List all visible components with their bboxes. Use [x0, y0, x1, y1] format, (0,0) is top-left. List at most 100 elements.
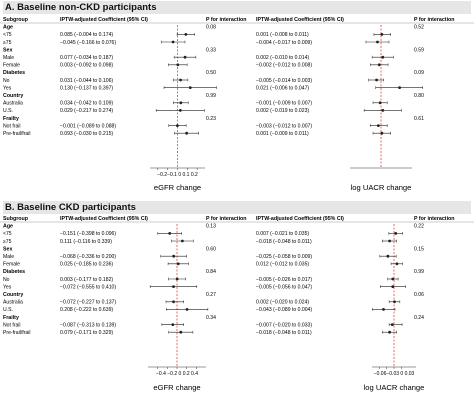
uacr-estimate-text: −0.018 (−0.048 to 0.011) — [256, 239, 312, 245]
subgroup-label: Not frail — [3, 123, 21, 129]
uacr-estimate-text: 0.007 (−0.021 to 0.035) — [256, 231, 309, 237]
subgroup-label: Pre-frail/frail — [3, 131, 30, 137]
egfr-point-marker — [179, 101, 183, 105]
p-value-egfr: 0.13 — [206, 224, 216, 230]
group-label: Age — [3, 25, 13, 31]
uacr-estimate-text: 0.021 (−0.006 to 0.047) — [256, 85, 309, 91]
uacr-point-marker — [377, 63, 381, 67]
uacr-point-marker — [388, 330, 391, 334]
group-label: Frailty — [3, 116, 19, 122]
egfr-estimate-text: −0.087 (−0.313 to 0.139) — [60, 322, 116, 328]
p-value-uacr: 0.80 — [414, 93, 424, 99]
p-value-egfr: 0.50 — [206, 70, 216, 76]
coef-header-egfr: IPTW-adjusted Coefficient (95% CI) — [60, 216, 148, 222]
uacr-point-marker — [391, 277, 395, 281]
egfr-point-marker — [179, 78, 182, 82]
p-value-uacr: 0.09 — [414, 70, 424, 76]
uacr-estimate-text: 0.001 (−0.009 to 0.011) — [256, 131, 309, 137]
uacr-estimate-text: 0.002 (−0.020 to 0.024) — [256, 300, 309, 306]
uacr-estimate-text: −0.043 (−0.089 to 0.004) — [256, 307, 312, 313]
subgroup-label: No — [3, 78, 10, 84]
egfr-estimate-text: −0.072 (−0.227 to 0.137) — [60, 300, 116, 306]
egfr-estimate-text: −0.045 (−0.166 to 0.076) — [60, 40, 116, 46]
egfr-estimate-text: 0.025 (−0.185 to 0.236) — [60, 262, 113, 268]
uacr-estimate-text: −0.005 (−0.026 to 0.017) — [256, 277, 312, 283]
forest-plot-a: Subgroup IPTW-adjusted Coefficient (95% C… — [0, 17, 474, 192]
group-label: Country — [3, 292, 23, 298]
group-label: Country — [3, 93, 23, 99]
egfr-x-axis-label: eGFR change — [153, 383, 200, 392]
uacr-estimate-text: −0.025 (−0.058 to 0.009) — [256, 254, 312, 260]
subgroup-label: <75 — [3, 231, 12, 237]
panel-a: A. Baseline non-CKD participants Subgrou… — [0, 1, 474, 192]
uacr-point-marker — [382, 308, 385, 311]
uacr-estimate-text: 0.002 (−0.019 to 0.023) — [256, 108, 309, 114]
uacr-estimate-text: −0.005 (−0.056 to 0.047) — [256, 284, 312, 290]
subgroup-label: Australia — [3, 101, 23, 107]
uacr-point-marker — [395, 262, 399, 266]
group-label: Diabetes — [3, 269, 25, 275]
coef-header-egfr: IPTW-adjusted Coefficient (95% CI) — [60, 17, 148, 23]
egfr-point-marker — [172, 254, 176, 258]
subgroup-label: Female — [3, 262, 20, 268]
uacr-point-marker — [394, 232, 398, 235]
egfr-point-marker — [185, 308, 189, 311]
p-header-uacr: P for interaction — [414, 216, 455, 222]
uacr-point-marker — [398, 86, 401, 89]
uacr-estimate-text: −0.005 (−0.014 to 0.003) — [256, 78, 312, 84]
subgroup-label: <75 — [3, 32, 12, 38]
uacr-point-marker — [380, 33, 384, 36]
egfr-point-marker — [176, 124, 179, 127]
subgroup-label: ≥75 — [3, 40, 12, 46]
group-label: Sex — [3, 47, 12, 53]
uacr-estimate-text: −0.007 (−0.020 to 0.033) — [256, 322, 312, 328]
egfr-estimate-text: 0.003 (−0.092 to 0.098) — [60, 63, 113, 69]
egfr-estimate-text: 0.085 (−0.004 to 0.174) — [60, 32, 113, 38]
uacr-point-marker — [381, 55, 385, 59]
uacr-estimate-text: 0.002 (−0.010 to 0.014) — [256, 55, 309, 61]
p-value-uacr: 0.06 — [414, 292, 424, 298]
p-value-egfr: 0.23 — [206, 116, 216, 122]
egfr-estimate-text: −0.072 (−0.555 to 0.410) — [60, 284, 116, 290]
egfr-point-marker — [178, 109, 182, 112]
p-value-egfr: 0.60 — [206, 246, 216, 252]
egfr-point-marker — [185, 131, 189, 135]
p-value-egfr: 0.34 — [206, 315, 216, 321]
uacr-estimate-text: 0.012 (−0.012 to 0.035) — [256, 262, 309, 268]
egfr-point-marker — [168, 232, 172, 235]
group-label: Age — [3, 224, 13, 230]
group-label: Frailty — [3, 315, 19, 321]
egfr-point-marker — [175, 277, 179, 281]
egfr-estimate-text: −0.068 (−0.336 to 0.200) — [60, 254, 116, 260]
panel-b: B. Baseline CKD participants Subgroup IPT… — [0, 200, 474, 400]
p-header-egfr: P for interaction — [206, 216, 247, 222]
uacr-point-marker — [388, 239, 391, 243]
p-value-egfr: 0.33 — [206, 47, 216, 53]
p-value-uacr: 0.59 — [414, 47, 424, 53]
subgroup-label: Pre-frail/frail — [3, 330, 30, 336]
p-value-uacr: 0.22 — [414, 224, 424, 230]
p-value-uacr: 0.15 — [414, 246, 424, 252]
egfr-estimate-text: −0.001 (−0.089 to 0.088) — [60, 123, 116, 129]
egfr-estimate-text: 0.003 (−0.177 to 0.182) — [60, 277, 113, 283]
uacr-point-marker — [390, 323, 394, 326]
egfr-estimate-text: 0.077 (−0.034 to 0.187) — [60, 55, 113, 61]
uacr-point-marker — [381, 109, 385, 112]
egfr-point-marker — [176, 63, 180, 67]
subgroup-header: Subgroup — [3, 17, 29, 23]
egfr-point-marker — [172, 285, 175, 288]
uacr-estimate-text: −0.018 (−0.048 to 0.011) — [256, 330, 312, 336]
subgroup-label: Australia — [3, 300, 23, 306]
egfr-estimate-text: 0.111 (−0.116 to 0.339) — [60, 239, 112, 245]
egfr-estimate-text: 0.208 (−0.222 to 0.639) — [60, 307, 113, 313]
egfr-tick-labels: −0.2−0.1 0 0.1 0.2 — [157, 172, 198, 178]
uacr-estimate-text: −0.001 (−0.009 to 0.007) — [256, 101, 312, 107]
subgroup-label: U.S. — [3, 307, 13, 313]
subgroup-header: Subgroup — [3, 216, 29, 222]
uacr-x-axis-label: log UACR change — [364, 383, 425, 392]
panel-title: A. Baseline non-CKD participants — [3, 1, 471, 14]
p-value-uacr: 0.52 — [414, 25, 424, 31]
uacr-tick-labels: −0.06−0.03 0 0.03 — [374, 371, 415, 377]
p-value-egfr: 0.84 — [206, 269, 216, 275]
subgroup-label: No — [3, 277, 10, 283]
